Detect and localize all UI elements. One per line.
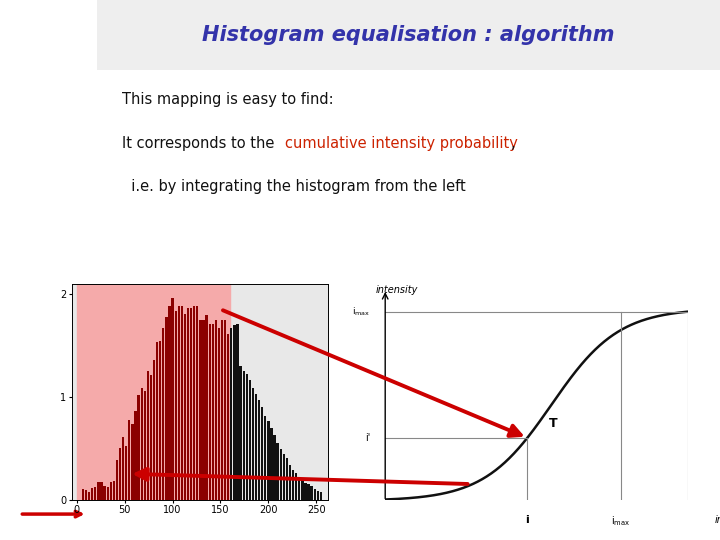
Text: ,: ,: [510, 136, 516, 151]
Bar: [279, 449, 282, 500]
Bar: [153, 360, 156, 500]
Text: T: T: [549, 417, 557, 430]
Bar: [91, 488, 94, 500]
Bar: [140, 388, 143, 500]
Text: It corresponds to the: It corresponds to the: [122, 136, 279, 151]
Text: Vision: Vision: [25, 93, 72, 107]
Bar: [174, 310, 177, 500]
Bar: [159, 341, 161, 500]
Bar: [320, 492, 322, 500]
Bar: [227, 334, 230, 500]
Bar: [286, 458, 288, 500]
Bar: [209, 325, 211, 500]
Text: intensity: intensity: [715, 515, 720, 524]
Text: i: i: [526, 515, 529, 524]
Bar: [100, 482, 103, 500]
Bar: [187, 308, 189, 500]
Bar: [162, 328, 164, 500]
Bar: [138, 395, 140, 500]
Bar: [233, 326, 235, 500]
Bar: [119, 448, 121, 500]
Bar: [240, 366, 242, 500]
Bar: [178, 306, 180, 500]
Bar: [261, 407, 264, 500]
Bar: [252, 388, 254, 500]
Bar: [292, 470, 294, 500]
FancyBboxPatch shape: [97, 0, 720, 70]
Bar: [147, 372, 149, 500]
Bar: [168, 306, 171, 500]
Bar: [125, 446, 127, 500]
Text: i': i': [365, 433, 370, 443]
Bar: [298, 477, 300, 500]
Text: i$_{\mathregular{max}}$: i$_{\mathregular{max}}$: [352, 306, 370, 318]
Bar: [305, 483, 307, 500]
Bar: [276, 443, 279, 500]
Text: Histogram equalisation : algorithm: Histogram equalisation : algorithm: [202, 25, 615, 45]
Bar: [128, 420, 130, 500]
Bar: [107, 487, 109, 500]
Bar: [215, 320, 217, 500]
Bar: [205, 315, 207, 500]
Text: cumulative intensity probability: cumulative intensity probability: [285, 136, 518, 151]
Text: i$_{\mathregular{max}}$: i$_{\mathregular{max}}$: [611, 515, 631, 528]
Bar: [243, 371, 245, 500]
Bar: [255, 394, 257, 500]
Bar: [295, 472, 297, 500]
Text: This mapping is easy to find:: This mapping is easy to find:: [122, 92, 334, 107]
Text: intensity: intensity: [376, 285, 418, 295]
Bar: [94, 488, 96, 500]
Bar: [314, 489, 316, 500]
Bar: [202, 320, 204, 500]
Bar: [171, 298, 174, 500]
Bar: [230, 328, 233, 500]
Bar: [212, 325, 214, 500]
Text: Computer: Computer: [10, 60, 87, 75]
Bar: [82, 489, 84, 500]
Bar: [85, 490, 87, 500]
Bar: [270, 428, 273, 500]
Bar: [193, 306, 195, 500]
Bar: [258, 400, 260, 500]
Bar: [88, 492, 90, 500]
Bar: [236, 324, 238, 500]
Bar: [199, 320, 202, 500]
Bar: [77, 284, 230, 500]
Bar: [310, 486, 312, 500]
Bar: [274, 435, 276, 500]
Bar: [131, 423, 133, 500]
Bar: [246, 374, 248, 500]
Bar: [264, 416, 266, 500]
Bar: [156, 342, 158, 500]
Bar: [289, 465, 291, 500]
Bar: [181, 306, 183, 500]
Bar: [113, 481, 115, 500]
Bar: [248, 380, 251, 500]
Bar: [267, 421, 269, 500]
Bar: [122, 436, 125, 500]
Bar: [224, 320, 226, 500]
Bar: [301, 480, 304, 500]
Bar: [184, 314, 186, 500]
Bar: [190, 308, 192, 500]
Bar: [143, 391, 146, 500]
Bar: [104, 487, 106, 500]
Bar: [166, 317, 168, 500]
Bar: [116, 460, 118, 500]
Bar: [97, 482, 99, 500]
Bar: [196, 306, 199, 500]
Bar: [109, 482, 112, 500]
Bar: [135, 410, 137, 500]
Bar: [221, 320, 223, 500]
Text: i.e. by integrating the histogram from the left: i.e. by integrating the histogram from t…: [122, 179, 466, 194]
Bar: [307, 484, 310, 500]
Bar: [150, 375, 152, 500]
Bar: [317, 491, 319, 500]
Bar: [217, 328, 220, 500]
Bar: [283, 454, 285, 500]
